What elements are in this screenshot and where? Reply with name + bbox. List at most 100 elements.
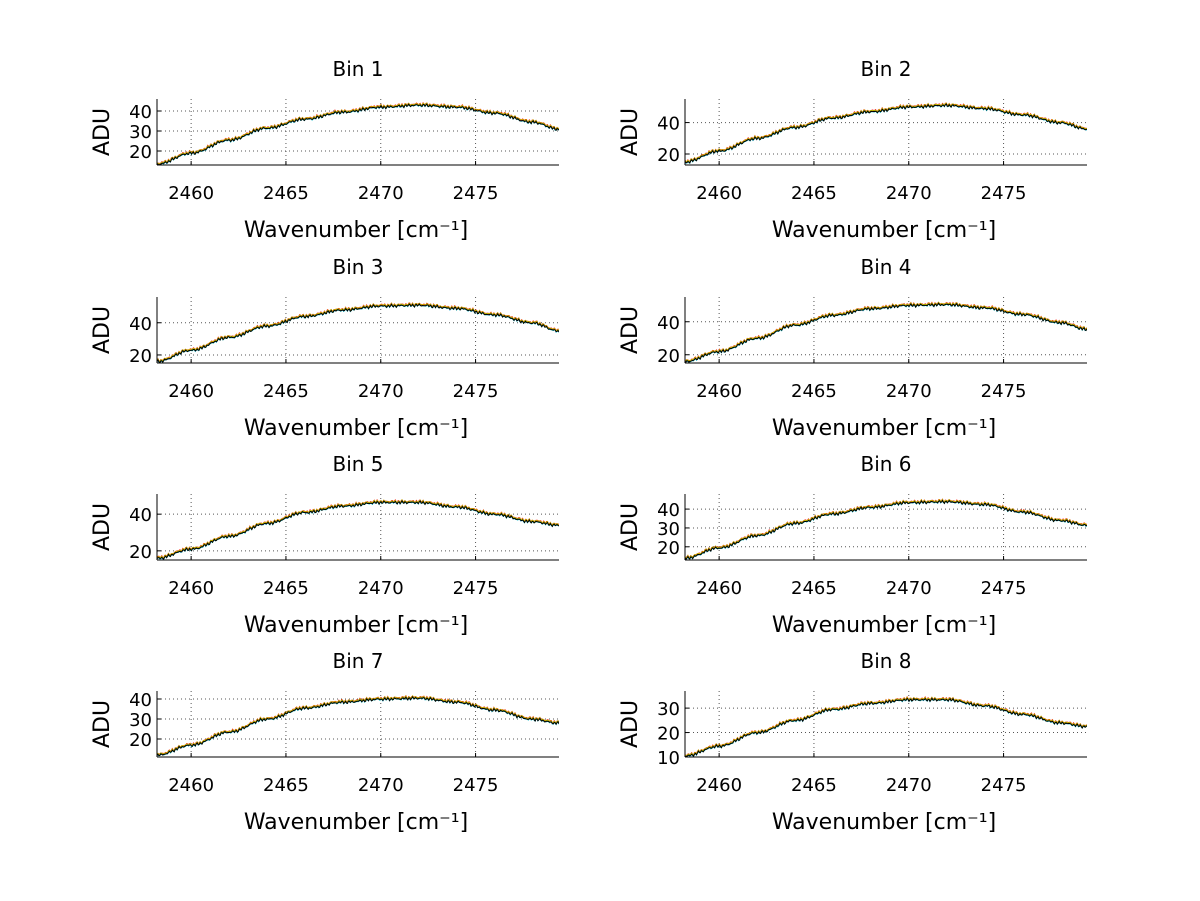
subplot-title: Bin 4 xyxy=(860,255,911,279)
x-tick-label: 2475 xyxy=(981,578,1027,599)
line-series-3 xyxy=(685,301,1087,362)
line-series-7 xyxy=(685,697,1087,757)
y-tick-label: 20 xyxy=(129,730,152,751)
x-tick-label: 2470 xyxy=(358,381,404,402)
subplot-title: Bin 2 xyxy=(860,57,911,81)
x-tick-label: 2475 xyxy=(453,183,499,204)
x-tick-label: 2460 xyxy=(696,578,742,599)
line-series-1 xyxy=(157,303,559,363)
y-tick-label: 40 xyxy=(657,500,680,521)
subplot-bin-4: 2460 2465 2470 2475 20 40 Bin 4 Wavenumber [cm⁻… xyxy=(618,255,1087,441)
x-tick-label: 2475 xyxy=(453,775,499,796)
x-tick-label: 2475 xyxy=(453,381,499,402)
line-series-1 xyxy=(685,696,1087,757)
y-axis-label: ADU xyxy=(90,700,115,748)
y-tick-label: 40 xyxy=(657,313,680,334)
line-series-6 xyxy=(685,498,1087,560)
line-series-2 xyxy=(685,696,1087,757)
line-series-7 xyxy=(157,695,559,757)
x-tick-label: 2465 xyxy=(791,381,837,402)
x-axis-label: Wavenumber [cm⁻¹] xyxy=(244,416,468,441)
y-tick-label: 20 xyxy=(657,538,680,559)
x-tick-label: 2475 xyxy=(981,183,1027,204)
subplot-bin-8: 2460 2465 2470 2475 10 20 30 Bin 8 Wavenumber [c… xyxy=(618,649,1087,835)
y-tick-label: 20 xyxy=(129,542,152,563)
y-tick-label: 10 xyxy=(657,748,680,769)
line-series-5 xyxy=(157,499,559,560)
y-tick-label: 30 xyxy=(129,710,152,731)
line-series-5 xyxy=(685,696,1087,757)
line-series-3 xyxy=(157,694,559,756)
y-axis-label: ADU xyxy=(90,503,115,551)
line-series-6 xyxy=(157,302,559,363)
y-tick-label: 40 xyxy=(129,102,152,123)
y-axis-label: ADU xyxy=(618,108,643,156)
x-axis-label: Wavenumber [cm⁻¹] xyxy=(772,218,996,243)
line-series-6 xyxy=(685,102,1087,163)
x-tick-label: 2460 xyxy=(696,183,742,204)
x-tick-label: 2470 xyxy=(886,775,932,796)
x-tick-label: 2465 xyxy=(791,578,837,599)
x-axis-label: Wavenumber [cm⁻¹] xyxy=(244,218,468,243)
x-tick-label: 2470 xyxy=(358,183,404,204)
x-tick-label: 2460 xyxy=(168,183,214,204)
subplot-title: Bin 8 xyxy=(860,649,911,673)
line-series-1 xyxy=(157,499,559,560)
line-series-1 xyxy=(157,695,559,756)
line-series-2 xyxy=(157,302,559,363)
line-series-1 xyxy=(685,302,1087,363)
line-series-2 xyxy=(685,102,1087,163)
x-tick-label: 2475 xyxy=(981,775,1027,796)
line-series-7 xyxy=(685,103,1087,164)
y-tick-label: 30 xyxy=(657,519,680,540)
y-axis-label: ADU xyxy=(618,306,643,354)
subplot-title: Bin 3 xyxy=(332,255,383,279)
x-tick-label: 2470 xyxy=(886,578,932,599)
y-tick-label: 30 xyxy=(657,699,680,720)
line-series-2 xyxy=(157,695,559,756)
x-tick-label: 2460 xyxy=(696,381,742,402)
line-series-2 xyxy=(685,302,1087,362)
x-tick-label: 2465 xyxy=(791,775,837,796)
y-axis-label: ADU xyxy=(618,700,643,748)
line-series-7 xyxy=(157,499,559,560)
line-series-4 xyxy=(685,697,1087,757)
line-series-5 xyxy=(685,302,1087,362)
y-tick-label: 20 xyxy=(129,346,152,367)
y-tick-label: 20 xyxy=(657,145,680,166)
line-series-7 xyxy=(157,103,559,165)
y-tick-label: 20 xyxy=(129,142,152,163)
subplot-bin-2: 2460 2465 2470 2475 20 40 Bin 2 Wavenumber [cm⁻… xyxy=(618,57,1087,243)
x-tick-label: 2460 xyxy=(168,381,214,402)
line-series-5 xyxy=(157,302,559,363)
line-series-5 xyxy=(157,695,559,756)
x-tick-label: 2460 xyxy=(168,578,214,599)
line-series-4 xyxy=(157,696,559,757)
x-axis-label: Wavenumber [cm⁻¹] xyxy=(772,810,996,835)
subplot-title: Bin 5 xyxy=(332,452,383,476)
line-series-2 xyxy=(157,499,559,559)
subplot-title: Bin 6 xyxy=(860,452,911,476)
line-series-3 xyxy=(685,498,1087,560)
line-series-4 xyxy=(157,303,559,363)
line-series-3 xyxy=(157,499,559,559)
line-series-3 xyxy=(685,102,1087,163)
y-tick-label: 40 xyxy=(129,690,152,711)
y-tick-label: 20 xyxy=(657,346,680,367)
line-series-7 xyxy=(157,303,559,363)
y-axis-label: ADU xyxy=(618,503,643,551)
x-axis-label: Wavenumber [cm⁻¹] xyxy=(244,810,468,835)
y-tick-label: 30 xyxy=(129,122,152,143)
y-tick-label: 20 xyxy=(657,724,680,745)
x-axis-label: Wavenumber [cm⁻¹] xyxy=(244,613,468,638)
x-tick-label: 2470 xyxy=(886,183,932,204)
y-axis-label: ADU xyxy=(90,108,115,156)
subplot-title: Bin 1 xyxy=(332,57,383,81)
x-tick-label: 2475 xyxy=(981,381,1027,402)
line-series-7 xyxy=(685,499,1087,560)
x-tick-label: 2460 xyxy=(696,775,742,796)
